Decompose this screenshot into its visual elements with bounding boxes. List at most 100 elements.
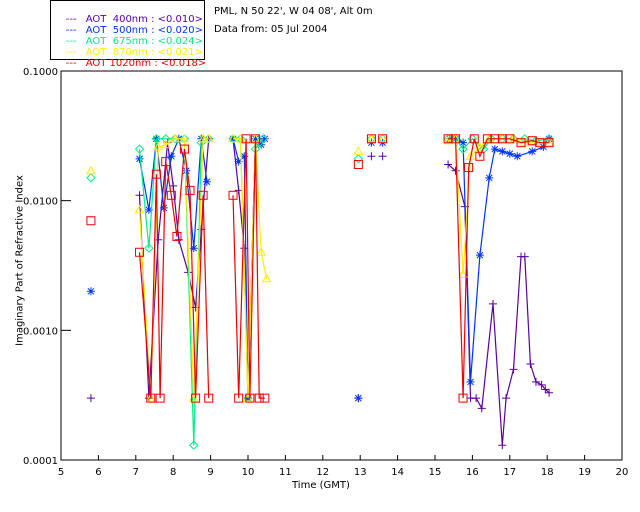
x-tick-label: 18 bbox=[541, 467, 554, 478]
data-point-triangle bbox=[256, 247, 266, 256]
data-point-plus bbox=[498, 441, 507, 450]
series-line bbox=[233, 138, 268, 399]
legend-item-500nm: --- AOT 500nm : <0.020> bbox=[53, 14, 203, 47]
data-point-star bbox=[490, 145, 499, 154]
data-point-square bbox=[451, 134, 461, 144]
plot-frame bbox=[60, 70, 623, 461]
data-point-square bbox=[464, 163, 474, 173]
data-point-square bbox=[250, 134, 260, 144]
data-point-diamond bbox=[258, 134, 268, 144]
data-point-diamond bbox=[228, 134, 238, 144]
x-axis-label: Time (GMT) bbox=[292, 480, 350, 491]
data-point-plus bbox=[477, 404, 486, 413]
data-point-plus bbox=[444, 160, 453, 169]
legend-item-1020nm: --- AOT 1020nm : <0.018> bbox=[53, 47, 206, 80]
data-point-star bbox=[528, 147, 537, 156]
x-tick-label: 12 bbox=[316, 467, 329, 478]
data-point-plus bbox=[520, 252, 529, 261]
legend-swatch: --- bbox=[65, 14, 77, 25]
series-line bbox=[138, 149, 210, 399]
x-tick-label: 19 bbox=[578, 467, 591, 478]
data-point-star bbox=[144, 205, 153, 214]
data-point-triangle bbox=[203, 133, 214, 143]
data-point-star bbox=[513, 152, 522, 161]
data-point-square bbox=[191, 393, 201, 403]
y-tick-label: 0.0010 bbox=[23, 326, 58, 337]
legend-swatch: --- bbox=[65, 58, 77, 69]
data-point-plus bbox=[545, 388, 554, 397]
x-tick-label: 20 bbox=[616, 467, 629, 478]
legend-item-675nm: --- AOT 675nm : <0.024> bbox=[53, 25, 203, 58]
legend: --- AOT 400nm : <0.010> --- AOT 500nm : <0… bbox=[50, 0, 206, 69]
data-point-triangle bbox=[160, 139, 171, 149]
legend-label: AOT 400nm : <0.010> bbox=[85, 14, 203, 25]
data-point-plus bbox=[531, 377, 540, 386]
data-point-square bbox=[146, 393, 156, 403]
data-point-diamond bbox=[170, 134, 180, 144]
data-point-square bbox=[151, 169, 161, 179]
data-point-triangle bbox=[377, 133, 388, 143]
x-tick-label: 5 bbox=[58, 467, 64, 478]
data-point-plus bbox=[174, 235, 183, 244]
data-point-square bbox=[527, 136, 537, 146]
data-point-diamond bbox=[204, 134, 214, 144]
data-point-square bbox=[469, 134, 479, 144]
data-point-plus bbox=[472, 394, 481, 403]
legend-swatch: --- bbox=[65, 47, 77, 58]
legend-label: AOT 1020nm : <0.018> bbox=[85, 58, 207, 69]
data-point-star bbox=[505, 149, 514, 158]
data-point-star bbox=[459, 138, 468, 147]
data-point-triangle bbox=[153, 141, 164, 151]
legend-label: AOT 675nm : <0.024> bbox=[85, 36, 203, 47]
data-point-square bbox=[86, 216, 96, 226]
data-point-triangle bbox=[475, 141, 485, 151]
data-point-star bbox=[135, 154, 144, 163]
data-point-square bbox=[366, 134, 376, 144]
data-point-plus bbox=[526, 360, 535, 368]
series-line bbox=[232, 138, 265, 399]
x-tick-label: 6 bbox=[95, 467, 101, 478]
data-point-triangle bbox=[458, 269, 468, 278]
x-tick-label: 16 bbox=[466, 467, 479, 478]
data-point-star bbox=[189, 244, 198, 253]
data-point-diamond bbox=[144, 243, 154, 253]
x-tick-label: 13 bbox=[354, 467, 367, 478]
data-point-square bbox=[185, 185, 195, 195]
data-point-square bbox=[260, 393, 270, 403]
data-point-square bbox=[254, 393, 264, 403]
legend-item-400nm: --- AOT 400nm : <0.010> bbox=[53, 3, 203, 36]
data-point-square bbox=[155, 393, 165, 403]
data-point-plus bbox=[135, 191, 144, 200]
data-point-star bbox=[498, 147, 507, 156]
data-point-plus bbox=[234, 186, 243, 195]
x-tick-label: 10 bbox=[242, 467, 255, 478]
data-point-star bbox=[466, 377, 475, 386]
data-point-triangle bbox=[366, 133, 377, 143]
data-point-plus bbox=[502, 394, 511, 403]
data-point-square bbox=[172, 231, 182, 241]
data-point-square bbox=[458, 393, 468, 403]
data-point-square bbox=[497, 134, 507, 144]
data-point-square bbox=[544, 138, 554, 148]
data-point-square bbox=[166, 190, 176, 200]
data-point-triangle bbox=[443, 135, 453, 145]
data-point-square bbox=[234, 393, 244, 403]
data-point-square bbox=[161, 157, 171, 167]
data-point-star bbox=[167, 152, 176, 161]
y-tick-label: 0.0100 bbox=[23, 197, 58, 208]
data-point-star bbox=[240, 152, 249, 161]
data-point-diamond bbox=[86, 173, 96, 183]
x-tick-label: 15 bbox=[429, 467, 442, 478]
data-point-square bbox=[516, 138, 526, 148]
data-point-triangle bbox=[179, 133, 190, 143]
y-axis-label: Imaginary Part of Refractive Index bbox=[14, 175, 26, 346]
data-point-diamond bbox=[151, 134, 162, 144]
data-point-square bbox=[204, 393, 214, 403]
data-point-star bbox=[202, 177, 211, 186]
data-point-plus bbox=[451, 166, 460, 175]
data-point-square bbox=[482, 134, 492, 144]
data-point-triangle bbox=[198, 133, 208, 143]
data-point-triangle bbox=[170, 133, 180, 143]
data-point-square bbox=[245, 393, 255, 403]
